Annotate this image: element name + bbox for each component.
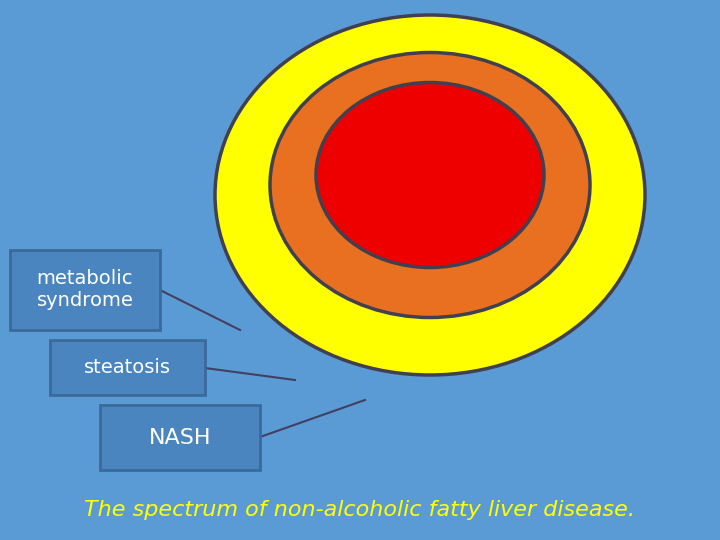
Text: metabolic
syndrome: metabolic syndrome [37, 269, 133, 310]
Ellipse shape [316, 83, 544, 267]
FancyBboxPatch shape [10, 250, 160, 330]
Text: NASH: NASH [149, 428, 211, 448]
FancyBboxPatch shape [100, 405, 260, 470]
Text: The spectrum of non-alcoholic fatty liver disease.: The spectrum of non-alcoholic fatty live… [84, 500, 636, 520]
Ellipse shape [215, 15, 645, 375]
Ellipse shape [270, 52, 590, 318]
FancyBboxPatch shape [50, 340, 205, 395]
Text: steatosis: steatosis [84, 358, 171, 377]
